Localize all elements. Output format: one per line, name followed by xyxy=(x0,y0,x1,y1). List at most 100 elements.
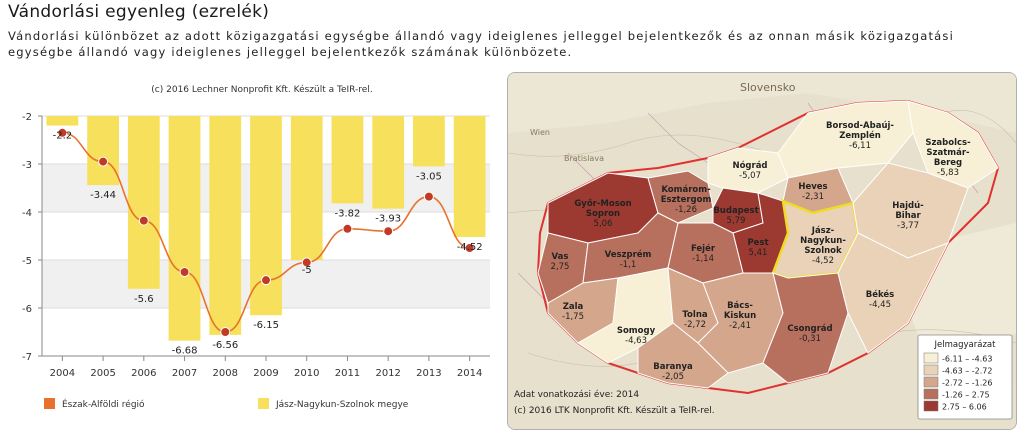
county-label: Tolna -2,72 xyxy=(682,310,707,330)
bar[interactable] xyxy=(413,116,445,167)
legend-swatch-bar xyxy=(258,398,269,409)
y-tick-label: -5 xyxy=(22,256,32,267)
line-point[interactable] xyxy=(179,267,190,277)
bar[interactable] xyxy=(127,116,160,289)
map-panel: Wien Bratislava Slovensko Győr-Moson Sopr… xyxy=(507,72,1017,430)
chart-copyright: (c) 2016 Lechner Nonprofit Kft. Készült … xyxy=(151,84,372,95)
county-nograd[interactable] xyxy=(707,147,789,194)
line-point[interactable] xyxy=(423,191,434,202)
line-point[interactable] xyxy=(464,243,475,253)
map-ref-year: Adat vonatkozási éve: 2014 xyxy=(514,389,639,400)
bar[interactable] xyxy=(331,116,364,204)
map-legend: Jelmagyarázat -6.11 – -4.63 -4.63 – -2.72… xyxy=(917,334,1013,420)
county-label: Zala -1,75 xyxy=(562,302,584,322)
county-label: Baranya -2,05 xyxy=(653,362,693,382)
x-tick-label: 2011 xyxy=(335,368,360,379)
county-label: Hajdú-Bihar -3,77 xyxy=(892,201,924,231)
bar-value-label: -5.6 xyxy=(134,294,154,305)
bar[interactable] xyxy=(250,116,282,316)
map-legend-label: -2.72 – -1.26 xyxy=(942,379,992,388)
bar-value-label: -3.44 xyxy=(90,190,116,201)
x-tick-label: 2007 xyxy=(172,368,197,379)
series-line xyxy=(62,132,470,333)
line-point[interactable] xyxy=(261,275,271,286)
county-label: Győr-Moson Sopron 5,06 xyxy=(574,199,631,229)
map-legend-swatch xyxy=(923,352,939,364)
county-label: Jász-Nagykun-Szolnok -4,52 xyxy=(800,226,846,266)
bar[interactable] xyxy=(168,116,201,341)
legend-swatch-line xyxy=(44,398,55,409)
bar-value-labels: -2.2 -3.44 -5.6 -6.68 -6.56 -6.15 -5 -3.82 -3.93… xyxy=(53,131,483,357)
bar[interactable] xyxy=(87,116,119,186)
county-csongrad[interactable] xyxy=(762,272,849,384)
x-tick-label: 2010 xyxy=(294,368,319,379)
county-label: Budapest 5,79 xyxy=(713,206,758,226)
bar-value-label: -3.82 xyxy=(335,208,361,219)
county-label: Szabolcs-Szatmár-Bereg -5,83 xyxy=(925,138,971,178)
x-tick-label: 2006 xyxy=(131,368,156,379)
map-legend-swatch xyxy=(923,376,939,388)
county-label: Békés -4,45 xyxy=(866,289,895,310)
map-legend-label: -1.26 – 2.75 xyxy=(942,391,990,400)
line-point[interactable] xyxy=(220,327,231,337)
bar-value-label: -5 xyxy=(302,265,312,276)
line-point[interactable] xyxy=(383,226,394,237)
county-label: Nógrád -5,07 xyxy=(732,160,767,181)
county-label: Somogy -4,63 xyxy=(617,326,656,346)
county-label: Csongrád -0,31 xyxy=(787,324,832,344)
chart-legend: Észak-Alföldi régió Jász-Nagykun-Szolnok… xyxy=(44,398,409,410)
x-tick-label: 2014 xyxy=(457,368,482,379)
county-label: Fejér -1,14 xyxy=(691,243,716,264)
bg-label-slovensko: Slovensko xyxy=(740,81,796,94)
line-point[interactable] xyxy=(138,215,149,226)
y-tick-label: -2 xyxy=(22,112,32,123)
county-bekes[interactable] xyxy=(837,232,950,354)
y-tick-label: -7 xyxy=(22,352,32,363)
county-label: Veszprém -1,1 xyxy=(605,249,652,270)
county-labels: Győr-Moson Sopron 5,06 Komárom-Esztergom -1,… xyxy=(551,121,972,382)
bar[interactable] xyxy=(290,116,323,260)
line-point[interactable] xyxy=(301,257,312,268)
plot-band xyxy=(42,308,490,356)
county-label: Borsod-Abaúj-Zemplén -6,11 xyxy=(826,121,894,151)
x-tick-label: 2012 xyxy=(375,368,400,379)
page-description: Vándorlási különbözet az adott közigazga… xyxy=(8,29,955,59)
bar-value-label: -3.93 xyxy=(375,214,401,225)
bar-value-label: -6.68 xyxy=(172,346,198,357)
bar[interactable] xyxy=(372,116,405,209)
map-legend-label: -4.63 – -2.72 xyxy=(942,367,992,376)
county-label: Komárom-Esztergom -1,26 xyxy=(661,185,712,215)
map-legend-label: 2.75 – 6.06 xyxy=(942,403,987,412)
y-axis: -2 -3 -4 -5 -6 -7 xyxy=(22,112,43,363)
bg-label-wien: Wien xyxy=(530,128,550,137)
county-baranya[interactable] xyxy=(637,322,729,389)
x-tick-label: 2008 xyxy=(213,368,238,379)
map-legend-swatch xyxy=(923,388,939,400)
map-legend-title: Jelmagyarázat xyxy=(934,340,997,350)
line-point[interactable] xyxy=(342,223,353,234)
bar-value-label: -2.2 xyxy=(53,131,73,142)
county-label: Bács-Kiskun -2,41 xyxy=(724,301,756,331)
x-tick-label: 2004 xyxy=(50,368,75,379)
county-szabolcs[interactable] xyxy=(907,100,999,189)
bar[interactable] xyxy=(453,116,486,237)
x-tick-label: 2009 xyxy=(253,368,278,379)
bar[interactable] xyxy=(209,116,242,335)
y-tick-label: -6 xyxy=(22,304,32,315)
bar-value-label: -6.15 xyxy=(253,320,279,331)
bar-value-label: -6.56 xyxy=(212,340,238,351)
bar-series xyxy=(46,116,486,341)
chart-panel: (c) 2016 Lechner Nonprofit Kft. Készült … xyxy=(0,76,500,433)
legend-label-bar: Jász-Nagykun-Szolnok megye xyxy=(275,400,409,410)
chart-svg: (c) 2016 Lechner Nonprofit Kft. Készült … xyxy=(22,84,490,410)
county-label: Vas 2,75 xyxy=(551,252,570,272)
line-point[interactable] xyxy=(98,156,109,167)
bar[interactable] xyxy=(46,116,79,126)
bg-label-bratislava: Bratislava xyxy=(564,154,604,163)
bar-value-label: -4.52 xyxy=(457,242,483,253)
y-tick-label: -4 xyxy=(22,208,32,219)
county-label: Heves -2,31 xyxy=(798,182,827,202)
x-axis: 2004 2005 2006 2007 2008 2009 2010 2011 2012 2013… xyxy=(42,355,490,379)
line-point[interactable] xyxy=(57,127,68,138)
legend-label-line: Észak-Alföldi régió xyxy=(62,398,145,410)
